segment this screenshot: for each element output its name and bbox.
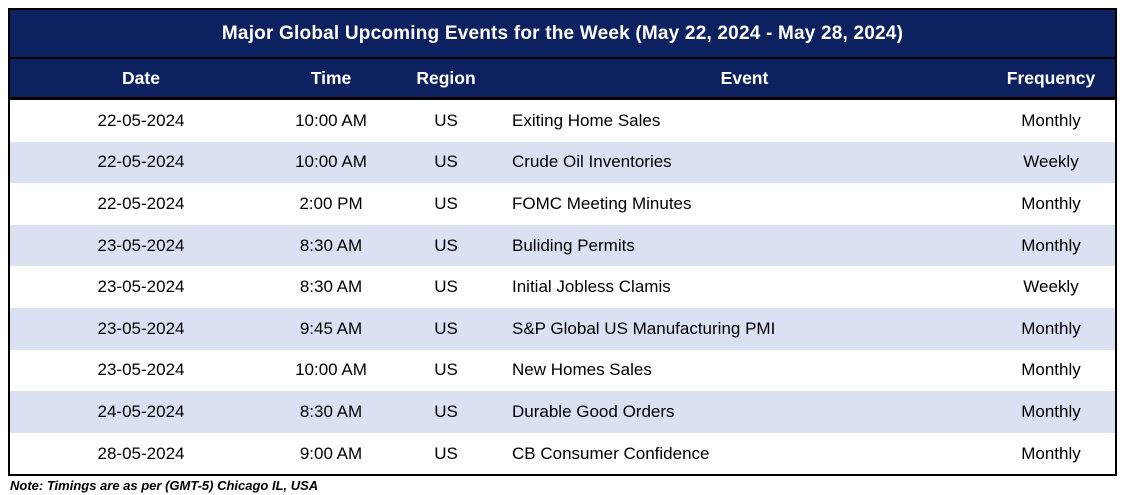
table-row: 23-05-2024 8:30 AM US Buliding Permits Month…: [10, 224, 1115, 267]
cell-frequency: Monthly: [1021, 193, 1081, 213]
cell-date: 23-05-2024: [97, 277, 185, 297]
cell-event: Buliding Permits: [512, 235, 635, 255]
cell-frequency: Monthly: [1021, 360, 1081, 380]
cell-event: New Homes Sales: [512, 360, 652, 380]
cell-frequency: Monthly: [1021, 401, 1081, 421]
cell-time: 8:30 AM: [299, 277, 363, 297]
table-title: Major Global Upcoming Events for the Wee…: [10, 10, 1115, 59]
cell-time: 9:00 AM: [299, 443, 363, 463]
table-row: 23-05-2024 10:00 AM US New Homes Sales Month…: [10, 349, 1115, 392]
column-header-frequency: Frequency: [1006, 67, 1096, 88]
table-row: 24-05-2024 8:30 AM US Durable Good Orders Mo…: [10, 391, 1115, 433]
cell-date: 22-05-2024: [97, 152, 185, 172]
cell-date: 23-05-2024: [97, 360, 185, 380]
column-header-date: Date: [122, 67, 160, 88]
table-header-row: Date Time Region Event Frequency: [10, 59, 1115, 100]
cell-time: 10:00 AM: [295, 360, 367, 380]
cell-frequency: Weekly: [1023, 152, 1079, 172]
cell-date: 28-05-2024: [97, 443, 185, 463]
cell-date: 23-05-2024: [97, 318, 185, 338]
table-row: 23-05-2024 9:45 AM US S&P Global US Manufac…: [10, 307, 1115, 350]
table-row: 23-05-2024 8:30 AM US Initial Jobless Clami…: [10, 266, 1115, 308]
cell-event: FOMC Meeting Minutes: [512, 193, 692, 213]
cell-date: 24-05-2024: [97, 401, 185, 421]
column-header-time: Time: [310, 67, 352, 88]
cell-time: 2:00 PM: [299, 193, 363, 213]
cell-region: US: [434, 235, 458, 255]
cell-date: 22-05-2024: [97, 193, 185, 213]
cell-region: US: [434, 277, 458, 297]
cell-time: 10:00 AM: [295, 110, 367, 130]
cell-event: Crude Oil Inventories: [512, 152, 672, 172]
table-row: 22-05-2024 10:00 AM US Exiting Home Sales Mo…: [10, 100, 1115, 142]
cell-region: US: [434, 401, 458, 421]
cell-region: US: [434, 193, 458, 213]
cell-date: 22-05-2024: [97, 110, 185, 130]
cell-frequency: Weekly: [1023, 277, 1079, 297]
cell-event: Initial Jobless Clamis: [512, 277, 671, 297]
cell-event: Exiting Home Sales: [512, 110, 661, 130]
table-row: 28-05-2024 9:00 AM US CB Consumer Confidenc…: [10, 432, 1115, 475]
cell-event: CB Consumer Confidence: [512, 443, 710, 463]
footnote: Note: Timings are as per (GMT-5) Chicago…: [10, 478, 319, 494]
table-body: 22-05-2024 10:00 AM US Exiting Home Sales Mo…: [10, 100, 1115, 475]
table-row: 22-05-2024 2:00 PM US FOMC Meeting Minutes M…: [10, 183, 1115, 225]
column-header-region: Region: [416, 67, 476, 88]
cell-event: Durable Good Orders: [512, 401, 675, 421]
cell-frequency: Monthly: [1021, 443, 1081, 463]
column-header-event: Event: [720, 67, 769, 88]
cell-frequency: Monthly: [1021, 110, 1081, 130]
cell-frequency: Monthly: [1021, 318, 1081, 338]
cell-region: US: [434, 152, 458, 172]
cell-region: US: [434, 360, 458, 380]
cell-date: 23-05-2024: [97, 235, 185, 255]
cell-time: 10:00 AM: [295, 152, 367, 172]
cell-region: US: [434, 318, 458, 338]
cell-time: 9:45 AM: [299, 318, 363, 338]
cell-frequency: Monthly: [1021, 235, 1081, 255]
cell-region: US: [434, 110, 458, 130]
cell-time: 8:30 AM: [299, 401, 363, 421]
cell-event: S&P Global US Manufacturing PMI: [512, 318, 776, 338]
table-row: 22-05-2024 10:00 AM US Crude Oil Inventorie…: [10, 141, 1115, 184]
cell-time: 8:30 AM: [299, 235, 363, 255]
events-table: Major Global Upcoming Events for the Wee…: [8, 8, 1117, 477]
cell-region: US: [434, 443, 458, 463]
